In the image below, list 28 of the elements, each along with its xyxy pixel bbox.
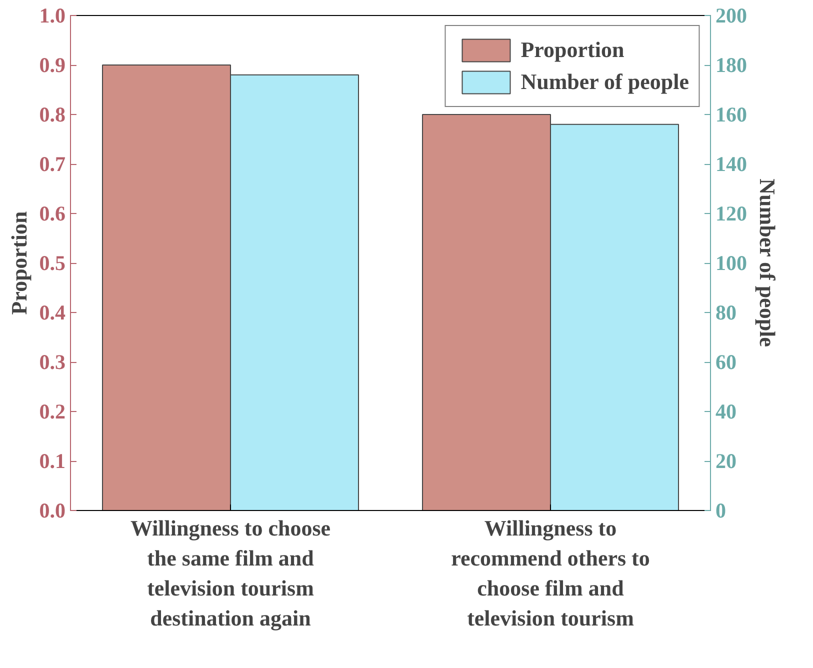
y2-tick-label: 180 <box>716 53 747 77</box>
y-tick-label: 0.8 <box>39 102 66 126</box>
y-axis-title: Proportion <box>6 211 32 315</box>
y-tick-label: 0.1 <box>39 449 66 473</box>
legend-label: Number of people <box>520 69 689 95</box>
y-tick-label: 0.4 <box>39 300 66 324</box>
x-tick-label: Willingness to choose the same film and television tourism destination again <box>130 516 331 630</box>
y2-axis-title: Number of people <box>755 178 780 348</box>
y2-tick-label: 60 <box>716 350 736 374</box>
y2-tick-label: 120 <box>716 202 747 226</box>
y-tick-label: 1.0 <box>39 4 66 28</box>
y-tick-label: 0.3 <box>39 350 66 374</box>
y-tick-label: 0.0 <box>39 498 66 522</box>
y2-tick-label: 20 <box>716 449 736 473</box>
y2-tick-label: 140 <box>716 152 747 176</box>
y-tick-label: 0.7 <box>39 152 66 176</box>
y-tick-label: 0.9 <box>39 53 66 77</box>
y2-tick-label: 100 <box>716 251 747 275</box>
y-tick-label: 0.2 <box>39 400 66 424</box>
x-tick-label: Willingness to recommend others to choose film and television tourism <box>451 516 650 630</box>
legend-label: Proportion <box>520 37 624 63</box>
y2-tick-label: 40 <box>716 400 736 424</box>
y-tick-label: 0.6 <box>39 202 66 226</box>
y2-tick-label: 160 <box>716 102 747 126</box>
y2-tick-label: 80 <box>716 300 736 324</box>
y-tick-label: 0.5 <box>39 251 66 275</box>
y2-tick-label: 0 <box>716 498 726 522</box>
y2-tick-label: 200 <box>716 4 747 28</box>
